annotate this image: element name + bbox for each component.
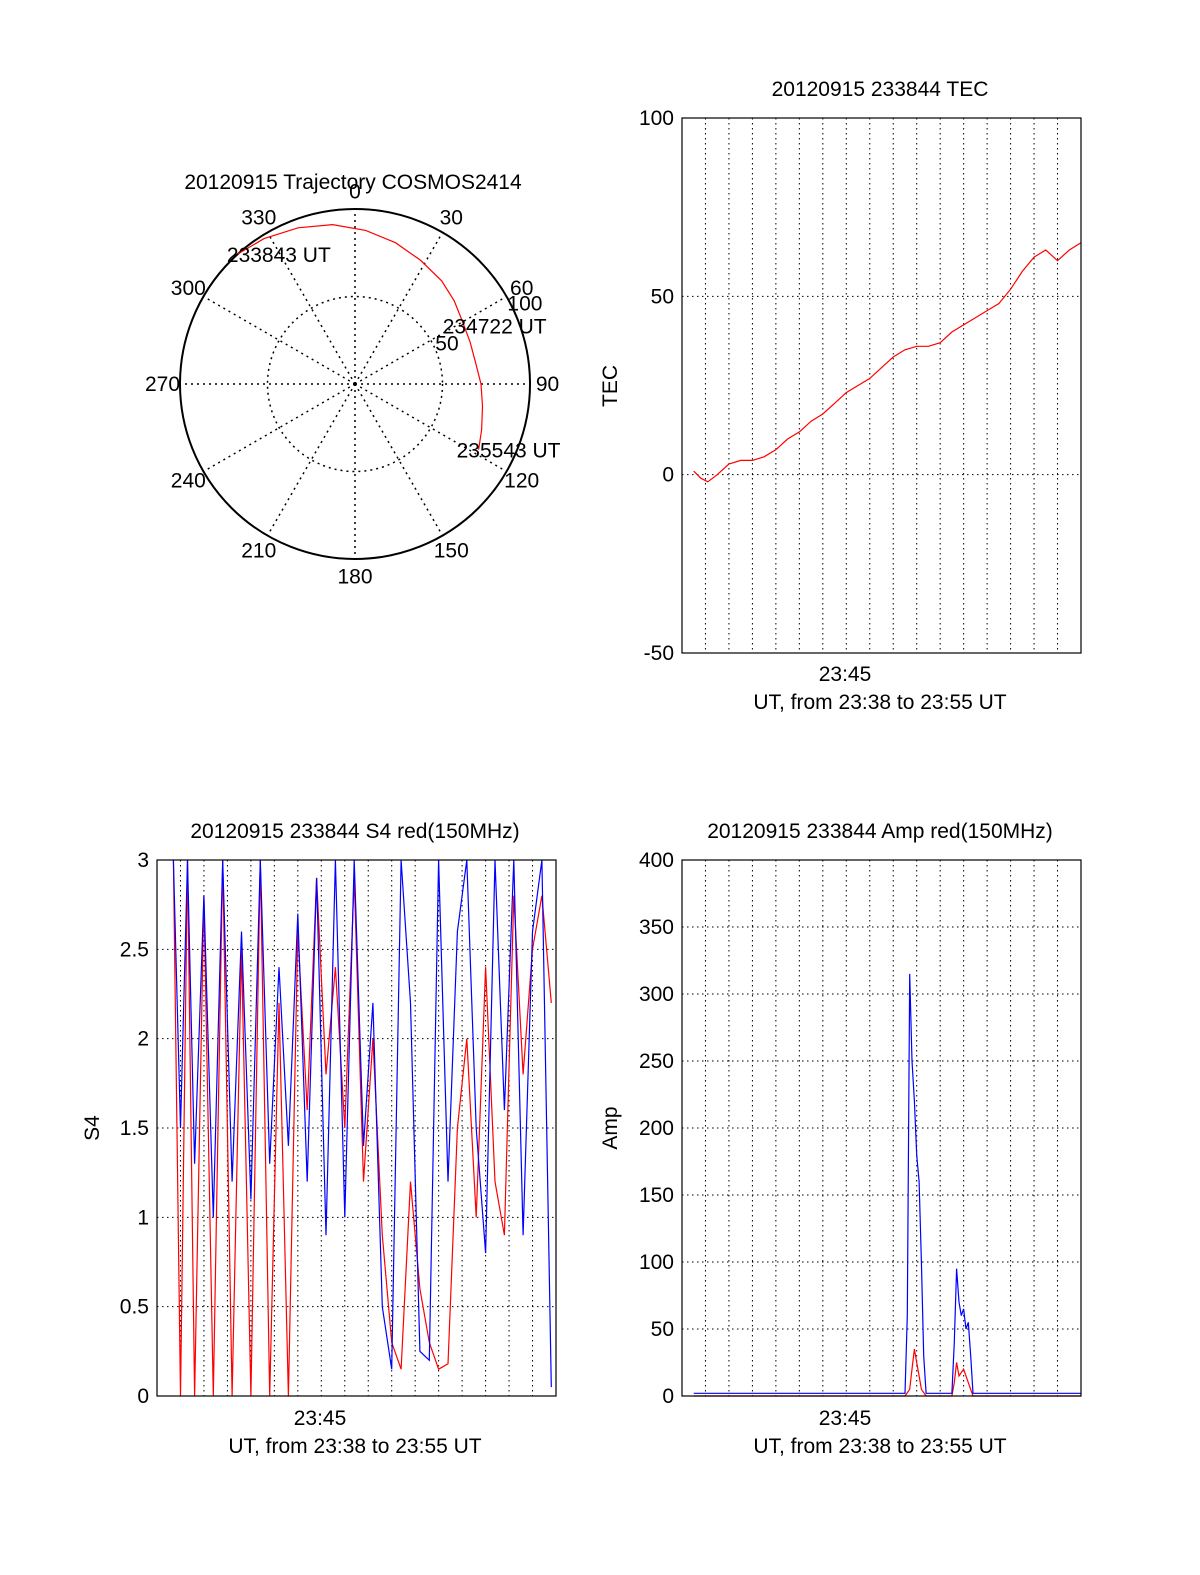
polar-trajectory-chart: 20120915 Trajectory COSMOS2414 0 30 60 90 12…	[145, 171, 561, 589]
plot-frame	[681, 859, 1082, 1397]
s4-chart: 20120915 233844 S4 red(150MHz) S4 23:45 …	[81, 820, 557, 1458]
red-series-line	[693, 242, 1082, 483]
polar-angle-labels: 0 30 60 90 120 150 180 210 240 270 300 330	[145, 181, 559, 589]
plot-frame	[681, 117, 1082, 654]
polar-angle-label: 0	[349, 181, 361, 204]
y-tick-label: 0	[137, 1385, 149, 1408]
y-tick-label: 100	[639, 1251, 674, 1274]
y-tick-label: 400	[639, 849, 674, 872]
polar-spoke	[354, 383, 444, 536]
polar-angle-label: 300	[171, 277, 206, 300]
y-tick-label: 350	[639, 916, 674, 939]
polar-grid	[179, 208, 531, 560]
amp-chart: 20120915 233844 Amp red(150MHz) Amp 23:4…	[599, 820, 1082, 1458]
y-tick-label: 300	[639, 983, 674, 1006]
tec-title: 20120915 233844 TEC	[772, 78, 989, 101]
red-series-line	[172, 859, 552, 1397]
y-tick-label: 50	[651, 1318, 674, 1341]
s4-ylabel: S4	[81, 1115, 104, 1141]
plot-frame	[156, 859, 557, 1397]
y-tick-label: 100	[639, 107, 674, 130]
polar-angle-label: 90	[536, 373, 559, 396]
y-tick-label: 1.5	[120, 1117, 149, 1140]
trajectory-time-label: 233843 UT	[227, 244, 331, 267]
y-tick-label: 0.5	[120, 1296, 149, 1319]
polar-radius-labels: 50 100	[435, 293, 542, 356]
amp-xlabel: UT, from 23:38 to 23:55 UT	[753, 1435, 1006, 1458]
y-tick-label: 0	[662, 464, 674, 487]
tec-chart: 20120915 233844 TEC TEC 23:45 UT, from 2…	[599, 78, 1082, 714]
amp-ylabel: Amp	[599, 1106, 622, 1149]
polar-radius-label: 100	[507, 293, 542, 316]
polar-spoke	[266, 383, 356, 536]
polar-radius-label: 50	[435, 332, 458, 355]
blue-series-line	[693, 973, 1081, 1394]
trajectory-time-label: 235543 UT	[457, 440, 561, 463]
red-series-line	[693, 1348, 1081, 1397]
s4-xtick-label: 23:45	[294, 1407, 347, 1430]
y-tick-label: 1	[137, 1206, 149, 1229]
y-tick-label: 150	[639, 1184, 674, 1207]
y-tick-label: 200	[639, 1117, 674, 1140]
polar-angle-label: 180	[337, 566, 372, 589]
polar-angle-label: 60	[510, 277, 533, 300]
amp-title: 20120915 233844 Amp red(150MHz)	[707, 820, 1053, 843]
polar-spoke	[354, 295, 507, 385]
amp-xtick-label: 23:45	[819, 1407, 872, 1430]
polar-title: 20120915 Trajectory COSMOS2414	[184, 171, 522, 194]
y-tick-label: 2.5	[120, 938, 149, 961]
tec-xtick-label: 23:45	[819, 663, 872, 686]
polar-angle-label: 330	[241, 206, 276, 229]
polar-spoke	[203, 295, 356, 385]
trajectory-line	[237, 223, 484, 450]
polar-spoke	[354, 383, 507, 473]
polar-angle-label: 30	[440, 206, 463, 229]
blue-series-line	[172, 859, 552, 1388]
tec-xlabel: UT, from 23:38 to 23:55 UT	[753, 691, 1006, 714]
polar-angle-label: 270	[145, 373, 180, 396]
trajectory-time-label: 234722 UT	[443, 316, 547, 339]
y-tick-label: 0	[662, 1385, 674, 1408]
y-tick-label: 2	[137, 1028, 149, 1051]
polar-angle-label: 240	[171, 469, 206, 492]
polar-angle-label: 150	[434, 540, 469, 563]
polar-spoke	[354, 232, 444, 385]
s4-title: 20120915 233844 S4 red(150MHz)	[190, 820, 519, 843]
polar-spoke	[266, 232, 356, 385]
polar-spoke	[203, 383, 356, 473]
y-tick-label: -50	[644, 642, 674, 665]
s4-xlabel: UT, from 23:38 to 23:55 UT	[228, 1435, 481, 1458]
y-tick-label: 50	[651, 285, 674, 308]
polar-angle-label: 120	[504, 469, 539, 492]
tec-ylabel: TEC	[599, 365, 622, 407]
y-tick-label: 250	[639, 1050, 674, 1073]
y-tick-label: 3	[137, 849, 149, 872]
polar-inner-circle	[266, 295, 444, 473]
trajectory-annotations: 233843 UT 234722 UT 235543 UT	[227, 244, 561, 463]
polar-angle-label: 210	[241, 540, 276, 563]
